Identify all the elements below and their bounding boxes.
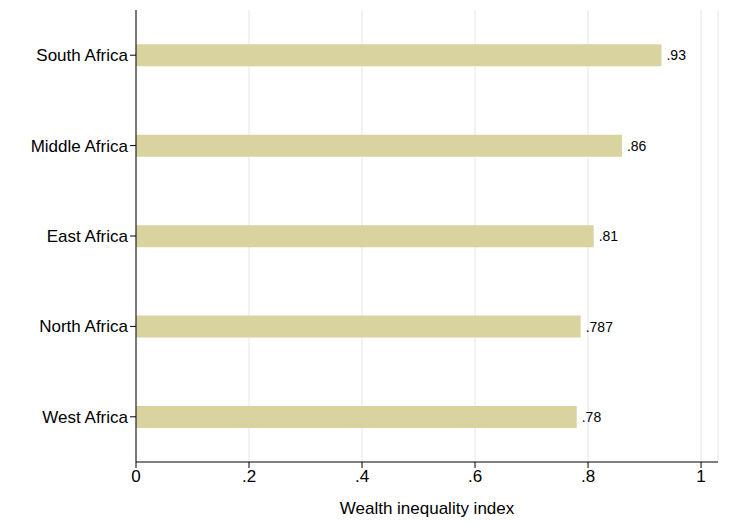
svg-text:.787: .787: [586, 319, 613, 335]
svg-text:East Africa: East Africa: [47, 227, 129, 246]
svg-text:Wealth inequality index: Wealth inequality index: [340, 499, 515, 518]
svg-text:.8: .8: [581, 467, 595, 486]
svg-text:1: 1: [696, 467, 705, 486]
svg-text:.93: .93: [666, 47, 686, 63]
svg-text:.6: .6: [468, 467, 482, 486]
svg-text:Middle Africa: Middle Africa: [31, 137, 129, 156]
svg-text:.86: .86: [627, 138, 647, 154]
svg-text:.81: .81: [599, 228, 619, 244]
svg-text:.4: .4: [355, 467, 369, 486]
svg-text:.2: .2: [242, 467, 256, 486]
svg-text:0: 0: [131, 467, 140, 486]
svg-text:West Africa: West Africa: [42, 408, 128, 427]
svg-text:South Africa: South Africa: [36, 46, 128, 65]
svg-text:North Africa: North Africa: [39, 317, 128, 336]
svg-text:.78: .78: [582, 409, 602, 425]
